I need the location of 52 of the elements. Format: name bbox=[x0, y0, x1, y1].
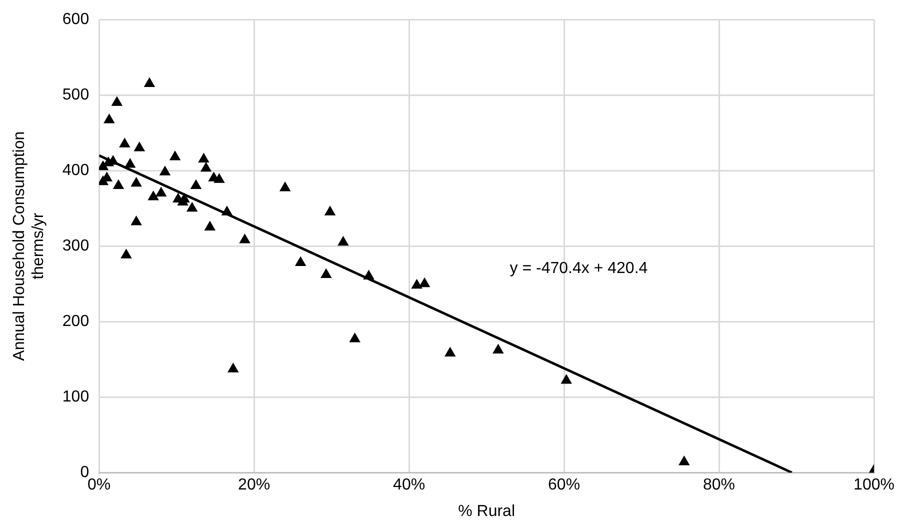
x-tick-label: 20% bbox=[238, 476, 270, 494]
point bbox=[204, 221, 216, 230]
y-axis-title: Annual Household Consumption therms/yr bbox=[11, 131, 48, 361]
point bbox=[412, 279, 422, 289]
point bbox=[198, 153, 209, 163]
x-tick-label: 100% bbox=[854, 476, 894, 494]
point bbox=[200, 162, 212, 172]
x-tick-label: 60% bbox=[548, 476, 580, 494]
point bbox=[104, 114, 114, 124]
point bbox=[320, 268, 332, 278]
point bbox=[228, 363, 238, 372]
y-tick-label: 400 bbox=[62, 162, 90, 180]
point bbox=[120, 249, 132, 258]
point bbox=[124, 158, 136, 168]
point bbox=[160, 166, 170, 176]
y-tick-label: 200 bbox=[62, 313, 90, 330]
point bbox=[324, 206, 336, 216]
annotation: y = -470.4x + 420.4 bbox=[510, 260, 648, 278]
point bbox=[492, 344, 504, 354]
x-tick-label: 40% bbox=[393, 476, 426, 494]
point bbox=[280, 182, 290, 192]
y-tick-label: 300 bbox=[62, 238, 90, 255]
point bbox=[350, 332, 360, 342]
y-tick-label: 500 bbox=[62, 86, 90, 104]
point bbox=[131, 216, 142, 226]
point bbox=[190, 180, 202, 189]
y-tick-label: 100 bbox=[62, 388, 90, 406]
point bbox=[240, 234, 250, 244]
point bbox=[119, 138, 130, 148]
point bbox=[561, 374, 572, 384]
x-axis-title: % Rural bbox=[458, 502, 515, 520]
point bbox=[144, 78, 155, 88]
point bbox=[170, 151, 180, 160]
point bbox=[214, 174, 224, 183]
y-tick-label: 600 bbox=[62, 11, 90, 28]
point bbox=[338, 236, 348, 246]
point bbox=[134, 142, 145, 152]
point bbox=[364, 270, 374, 280]
point bbox=[156, 187, 166, 196]
point bbox=[112, 96, 122, 106]
x-tick-label: 0% bbox=[88, 476, 111, 494]
point bbox=[148, 191, 159, 200]
point bbox=[295, 256, 306, 266]
point bbox=[678, 456, 690, 466]
point bbox=[419, 278, 430, 288]
point bbox=[186, 202, 198, 212]
y-tick-label: 0 bbox=[80, 464, 90, 482]
point bbox=[131, 177, 142, 187]
x-tick-label: 80% bbox=[703, 476, 736, 494]
point bbox=[444, 347, 456, 357]
point bbox=[222, 206, 232, 216]
point bbox=[113, 180, 124, 189]
